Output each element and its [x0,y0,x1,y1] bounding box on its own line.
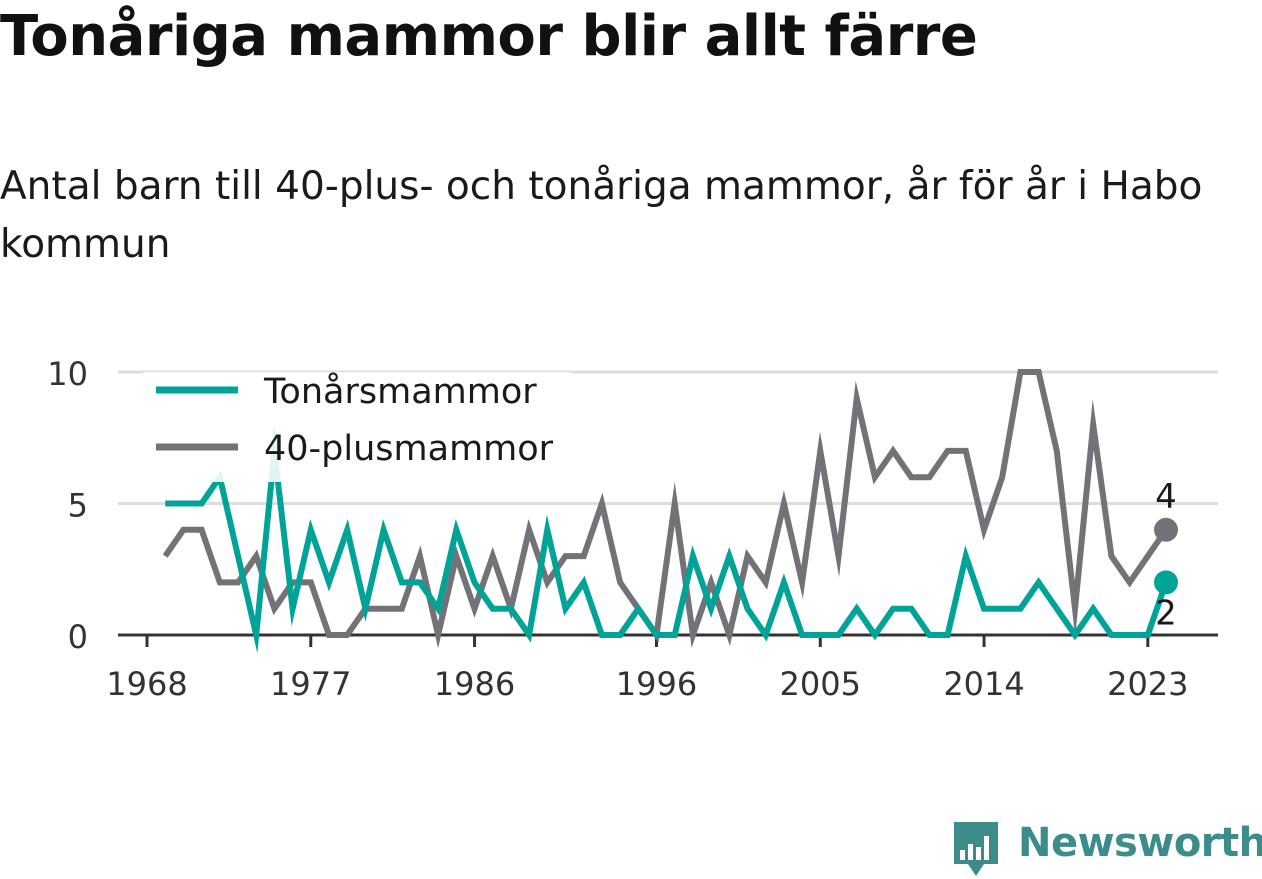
end-point-tonarsmammor [1154,570,1178,595]
series-lines [162,369,1169,654]
x-tick-label: 2023 [1107,665,1188,703]
series-line-tonarsmammor [165,422,1169,654]
end-point-40-plusmammor [1154,517,1178,542]
newsworthy-logo: Newsworthy [950,818,1262,878]
end-label-tonarsmammor: 2 [1155,593,1177,633]
legend: Tonårsmammor 40-plusmammor [143,371,571,482]
chart-subtitle: Antal barn till 40-plus- och tonåriga ma… [0,164,1203,267]
end-label-40-plusmammor: 4 [1155,477,1177,517]
legend-label: Tonårsmammor [263,371,537,412]
legend-label: 40-plusmammor [264,429,554,469]
x-tick-label: 1968 [106,665,187,703]
bar-chart-speech-bubble-icon [954,822,998,876]
x-tick-label: 1977 [270,665,351,703]
chart-title: Tonåriga mammor blir allt färre [0,4,978,69]
x-tick-label: 1986 [434,665,515,703]
y-tick-label: 5 [68,487,88,525]
y-tick-label: 10 [47,355,88,393]
series-line-40-plusmammor [162,369,1169,649]
y-tick-label: 0 [68,618,88,656]
x-tick-label: 2005 [780,665,861,703]
end-points: 42 [1154,477,1178,633]
x-tick-label: 1996 [616,665,697,703]
brand-name: Newsworthy [1018,820,1262,866]
x-tick-label: 2014 [943,665,1024,703]
x-axis-ticks: 1968 1977 1986 1996 2005 2014 2023 [106,635,1189,703]
y-axis-ticks: 0 5 10 [47,355,88,656]
